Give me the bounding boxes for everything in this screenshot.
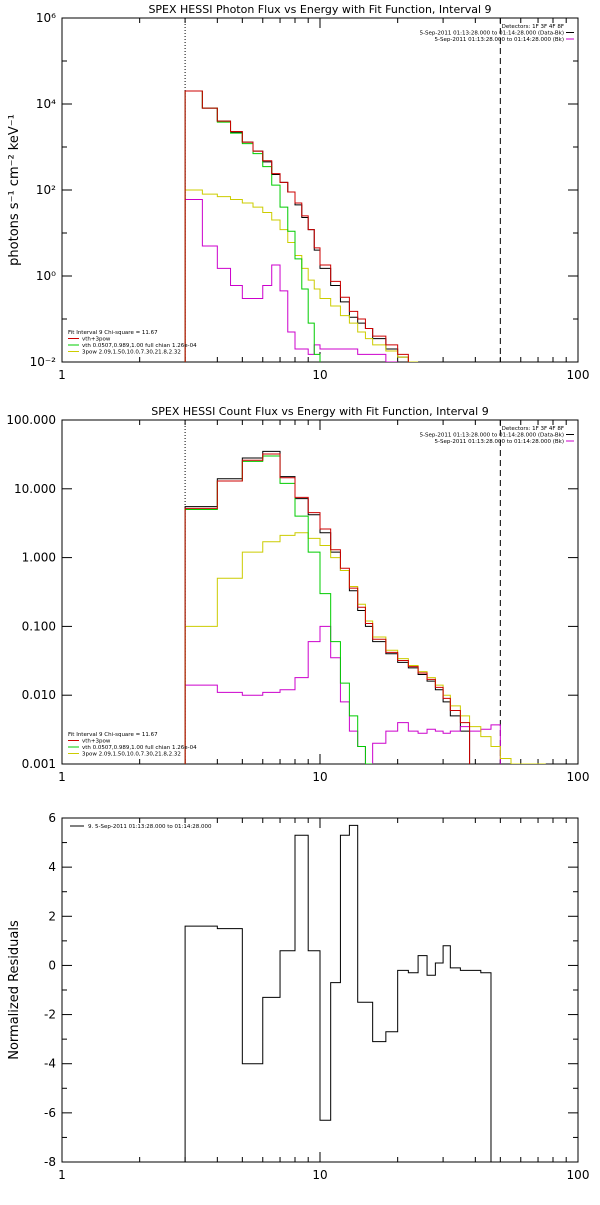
residuals-series-0-line [184, 824, 492, 1162]
photon-flux-panel: SPEX HESSI Photon Flux vs Energy with Fi… [7, 3, 589, 382]
residuals-y-tick-label: -8 [44, 1155, 56, 1169]
residuals-y-tick-label: -6 [44, 1106, 56, 1120]
count-x-tick-label: 10 [312, 770, 327, 784]
count-y-tick-label: 100.000 [6, 413, 56, 427]
photon-x-tick-label: 10 [312, 368, 327, 382]
photon-x-tick-label: 100 [567, 368, 590, 382]
residuals-x-tick-label: 10 [312, 1168, 327, 1182]
count-y-tick-label: 0.010 [22, 688, 56, 702]
count-title: SPEX HESSI Count Flux vs Energy with Fit… [151, 405, 488, 418]
count-series-1-line [184, 453, 471, 764]
residuals-y-tick-label: -2 [44, 1008, 56, 1022]
count-x-tick-label: 100 [567, 770, 590, 784]
count-series-4-line [184, 625, 501, 764]
count-series-3-line [184, 532, 546, 764]
photon-title: SPEX HESSI Photon Flux vs Energy with Fi… [148, 3, 491, 16]
photon-legend-label: 5-Sep-2011 01:13:28.000 to 01:14:28.000 … [435, 37, 565, 43]
photon-legend-label: 5-Sep-2011 01:13:28.000 to 01:14:28.000 … [420, 31, 564, 37]
residuals-panel: Normalized Residuals 1 10 100 -8 -6 -4 -2 0 2 4 6 9.… [7, 811, 589, 1182]
photon-series-4-line [184, 199, 398, 362]
residuals-y-tick-label: -4 [44, 1057, 56, 1071]
photon-series-3-line [184, 189, 419, 362]
residuals-y-tick-label: 2 [48, 909, 56, 923]
count-x-tick-label: 1 [58, 770, 66, 784]
photon-ylabel: photons s⁻¹ cm⁻² keV⁻¹ [7, 114, 22, 266]
photon-legend-label: Detectors: 1F 3F 4F 8F [502, 24, 564, 30]
residuals-y-tick-label: 0 [48, 958, 56, 972]
count-flux-panel: SPEX HESSI Count Flux vs Energy with Fit… [6, 405, 589, 784]
residuals-legend-label: 9. 5-Sep-2011 01:13:28.000 to 01:14:28.0… [88, 824, 212, 830]
photon-y-tick-label: 10² [36, 183, 56, 197]
count-fit-legend-label: vth 0.0507,0.989,1.00 full chian 1.26e-0… [82, 745, 197, 751]
residuals-y-tick-label: 6 [48, 811, 56, 825]
residuals-x-tick-label: 100 [567, 1168, 590, 1182]
photon-series-1-line [184, 90, 409, 362]
photon-fit-legend-label: 3pow 2.09,1.50,10.0,7.30,21.8,2.32 [82, 350, 181, 356]
count-y-tick-label: 0.100 [22, 619, 56, 633]
residuals-y-tick-label: 4 [48, 860, 56, 874]
photon-series-group [184, 90, 419, 362]
count-y-tick-label: 0.001 [22, 757, 56, 771]
photon-y-tick-label: 10⁻² [30, 355, 57, 369]
count-series-group [184, 450, 546, 764]
photon-fit-legend-label: Fit Interval 9 Chi-square = 11.67 [68, 330, 158, 336]
photon-y-tick-label: 10⁶ [36, 11, 56, 25]
photon-fit-legend-label: vth 0.0507,0.989,1.00 full chian 1.26e-0… [82, 343, 197, 349]
count-fit-legend-label: 3pow 2.09,1.50,10.0,7.30,21.8,2.32 [82, 752, 181, 758]
photon-y-tick-label: 10⁴ [36, 97, 56, 111]
residuals-series-group [184, 824, 492, 1162]
count-fit-legend-label: Fit Interval 9 Chi-square = 11.67 [68, 732, 158, 738]
count-legend-label: 5-Sep-2011 01:13:28.000 to 01:14:28.000 … [435, 439, 565, 445]
count-fit-legend-label: vth+3pow [82, 739, 111, 745]
count-legend-label: 5-Sep-2011 01:13:28.000 to 01:14:28.000 … [420, 433, 564, 439]
photon-y-tick-label: 10⁰ [36, 269, 56, 283]
photon-fit-legend-label: vth+3pow [82, 337, 111, 343]
photon-x-tick-label: 1 [58, 368, 66, 382]
residuals-x-tick-label: 1 [58, 1168, 66, 1182]
count-legend-label: Detectors: 1F 3F 4F 8F [502, 426, 564, 432]
residuals-ylabel: Normalized Residuals [7, 920, 22, 1060]
count-series-0-line [184, 450, 471, 764]
count-y-tick-label: 10.000 [14, 482, 56, 496]
count-y-tick-label: 1.000 [22, 551, 56, 565]
